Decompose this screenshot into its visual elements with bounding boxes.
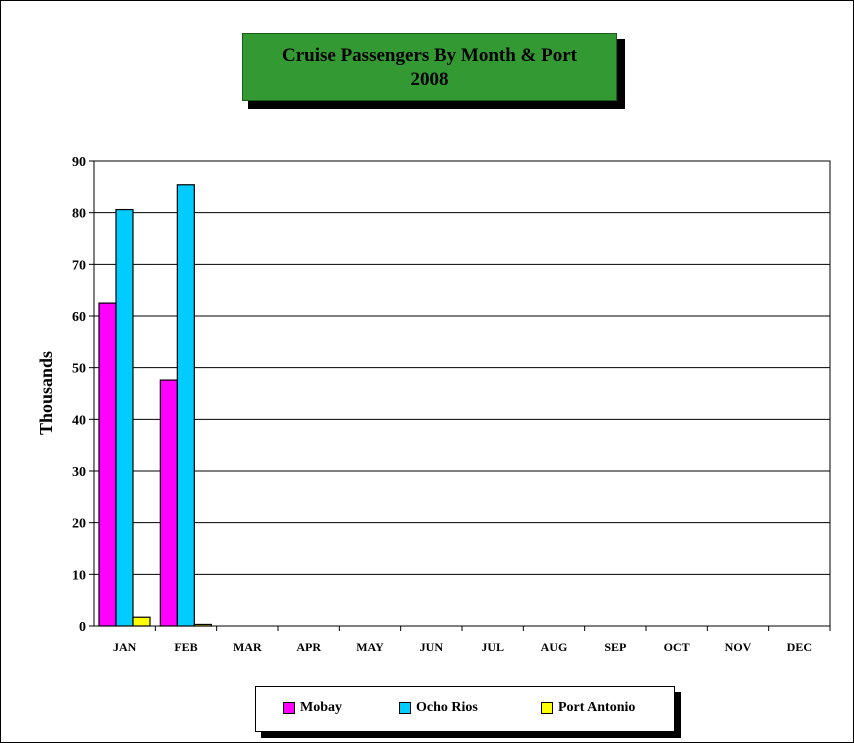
gridlines xyxy=(94,212,830,575)
y-tick-label: 20 xyxy=(72,517,86,532)
x-tick-label: DEC xyxy=(787,640,812,654)
legend-label-port-antonio: Port Antonio xyxy=(558,700,636,715)
y-tick-label: 40 xyxy=(72,413,86,428)
bar-mobay-jan xyxy=(98,302,117,627)
y-tick-label: 60 xyxy=(72,310,86,325)
chart-title: Cruise Passengers By Month & Port xyxy=(282,45,577,66)
legend-swatch-ocho-rios xyxy=(399,702,411,714)
bar-ocho-rios-jan xyxy=(115,208,134,627)
x-tick-label: JUL xyxy=(481,640,504,654)
bar-mobay-feb xyxy=(159,379,178,627)
y-tick-label: 70 xyxy=(72,258,86,273)
x-tick-labels: JAN FEB MAR APR MAY JUN JUL AUG SEP OCT NOV DEC xyxy=(113,626,831,654)
chart-subtitle: 2008 xyxy=(410,69,449,90)
y-axis-label: Thousands xyxy=(36,351,56,435)
y-tick-labels: 0 10 20 30 40 50 60 70 80 90 xyxy=(72,155,94,635)
y-tick-label: 0 xyxy=(79,620,86,635)
x-tick-label: FEB xyxy=(174,640,197,654)
x-tick-label: SEP xyxy=(604,640,626,654)
legend-swatch-mobay xyxy=(283,702,295,714)
legend-item-mobay: Mobay xyxy=(283,700,342,716)
x-tick-label: OCT xyxy=(664,640,690,654)
y-tick-label: 50 xyxy=(72,362,86,377)
bar-ocho-rios-feb xyxy=(176,184,195,627)
x-tick-label: JUN xyxy=(420,640,444,654)
bars xyxy=(98,184,212,627)
x-tick-label: MAY xyxy=(356,640,384,654)
legend-item-ocho-rios: Ocho Rios xyxy=(399,700,478,716)
legend-label-mobay: Mobay xyxy=(300,700,342,715)
legend-swatch-port-antonio xyxy=(541,702,553,714)
legend-label-ocho-rios: Ocho Rios xyxy=(416,700,478,715)
x-tick-label: AUG xyxy=(541,640,568,654)
plot-area xyxy=(93,160,831,627)
y-tick-label: 90 xyxy=(72,155,86,170)
x-tick-label: APR xyxy=(296,640,321,654)
y-tick-label: 30 xyxy=(72,465,86,480)
y-tick-label: 10 xyxy=(72,568,86,583)
legend-item-port-antonio: Port Antonio xyxy=(541,700,635,716)
x-tick-label: NOV xyxy=(725,640,752,654)
x-tick-label: JAN xyxy=(113,640,137,654)
bar-port-antonio-jan xyxy=(132,616,151,627)
x-tick-label: MAR xyxy=(233,640,262,654)
chart-title-box: Cruise Passengers By Month & Port 2008 xyxy=(242,33,617,101)
y-tick-label: 80 xyxy=(72,207,86,222)
legend: Mobay Ocho Rios Port Antonio xyxy=(255,686,675,732)
